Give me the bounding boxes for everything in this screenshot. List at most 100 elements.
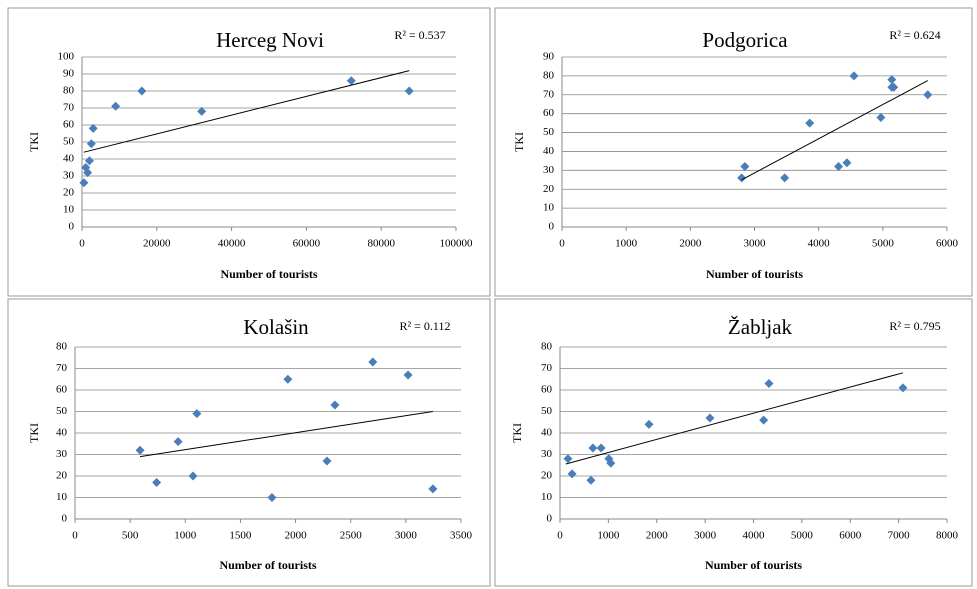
y-tick-label: 40 xyxy=(541,427,553,439)
trendline xyxy=(139,411,433,458)
point xyxy=(644,419,654,429)
x-tick-label: 0 xyxy=(559,238,565,250)
y-tick-label: 0 xyxy=(549,221,555,233)
y-tick-label: 80 xyxy=(63,85,75,97)
y-tick-label: 60 xyxy=(56,384,68,396)
y-tick-label: 50 xyxy=(63,136,75,148)
y-tick-label: 60 xyxy=(541,384,553,396)
point xyxy=(563,454,573,464)
y-tick-label: 30 xyxy=(541,448,553,460)
x-axis-label: Number of tourists xyxy=(220,267,317,281)
point xyxy=(192,409,202,419)
chart-title: Kolašin xyxy=(243,315,309,339)
y-tick-label: 10 xyxy=(543,202,555,214)
y-tick-label: 10 xyxy=(56,491,68,503)
panel-border xyxy=(7,7,491,297)
point xyxy=(588,443,598,453)
x-axis-label: Number of tourists xyxy=(219,558,316,572)
point xyxy=(346,76,356,86)
x-tick-label: 3000 xyxy=(744,238,767,250)
y-tick-label: 10 xyxy=(541,491,553,503)
x-tick-label: 2000 xyxy=(646,530,669,542)
point xyxy=(197,106,207,116)
y-tick-label: 100 xyxy=(58,51,75,63)
point xyxy=(330,400,340,410)
point xyxy=(152,477,162,487)
point xyxy=(428,484,438,494)
x-tick-label: 0 xyxy=(72,530,78,542)
x-tick-label: 0 xyxy=(79,238,85,250)
x-tick-label: 5000 xyxy=(791,530,814,542)
x-tick-label: 1000 xyxy=(597,530,620,542)
x-tick-label: 500 xyxy=(122,530,139,542)
y-axis-label: TKI xyxy=(27,132,41,152)
point xyxy=(780,173,790,183)
y-tick-label: 40 xyxy=(543,145,555,157)
annotation: R² = 0.537 xyxy=(394,28,445,42)
point xyxy=(834,162,844,172)
point xyxy=(567,469,577,479)
x-tick-label: 3500 xyxy=(450,530,473,542)
trendline xyxy=(565,372,904,465)
point xyxy=(79,178,89,188)
point xyxy=(705,413,715,423)
y-tick-label: 70 xyxy=(63,102,75,114)
x-tick-label: 3000 xyxy=(694,530,717,542)
x-tick-label: 20000 xyxy=(143,238,171,250)
point xyxy=(322,456,332,466)
x-axis-label: Number of tourists xyxy=(706,267,803,281)
x-tick-label: 1000 xyxy=(174,530,197,542)
point xyxy=(876,112,886,122)
y-tick-label: 80 xyxy=(543,69,555,81)
x-tick-label: 40000 xyxy=(218,238,246,250)
y-tick-label: 80 xyxy=(541,341,553,353)
point xyxy=(898,383,908,393)
y-tick-label: 30 xyxy=(63,170,75,182)
point xyxy=(267,493,277,502)
x-tick-label: 5000 xyxy=(872,238,895,250)
y-tick-label: 30 xyxy=(543,164,555,176)
y-tick-label: 40 xyxy=(56,427,68,439)
point xyxy=(83,168,93,178)
point xyxy=(740,162,750,172)
point xyxy=(403,370,413,380)
x-tick-label: 4000 xyxy=(743,530,766,542)
x-axis-label: Number of tourists xyxy=(705,558,802,572)
y-tick-label: 50 xyxy=(56,405,68,417)
y-tick-label: 20 xyxy=(541,470,553,482)
y-tick-label: 10 xyxy=(63,204,75,216)
x-tick-label: 2000 xyxy=(285,530,308,542)
y-tick-label: 80 xyxy=(56,341,68,353)
x-tick-label: 0 xyxy=(557,530,563,542)
y-tick-label: 0 xyxy=(547,513,553,525)
chart-title: Žabljak xyxy=(728,315,793,339)
y-tick-label: 60 xyxy=(543,107,555,119)
y-tick-label: 0 xyxy=(62,513,68,525)
trendline xyxy=(83,70,410,153)
point xyxy=(596,443,606,453)
point xyxy=(737,173,747,183)
y-axis-label: TKI xyxy=(27,423,41,443)
panel-border xyxy=(7,298,491,587)
chart-title: Herceg Novi xyxy=(216,28,324,52)
point xyxy=(135,445,145,455)
point xyxy=(86,139,96,149)
chart-title: Podgorica xyxy=(702,28,788,52)
y-axis-label: TKI xyxy=(512,132,526,152)
trendline xyxy=(741,80,928,181)
x-tick-label: 7000 xyxy=(888,530,911,542)
y-tick-label: 20 xyxy=(56,470,68,482)
y-tick-label: 90 xyxy=(543,51,555,63)
point xyxy=(889,82,899,92)
point xyxy=(137,86,147,96)
point xyxy=(173,437,183,447)
point xyxy=(842,158,852,168)
y-tick-label: 0 xyxy=(69,221,75,233)
x-tick-label: 2500 xyxy=(340,530,363,542)
x-tick-label: 100000 xyxy=(440,238,474,250)
point xyxy=(805,118,815,128)
point xyxy=(887,75,897,85)
y-tick-label: 90 xyxy=(63,68,75,80)
point xyxy=(283,374,293,384)
